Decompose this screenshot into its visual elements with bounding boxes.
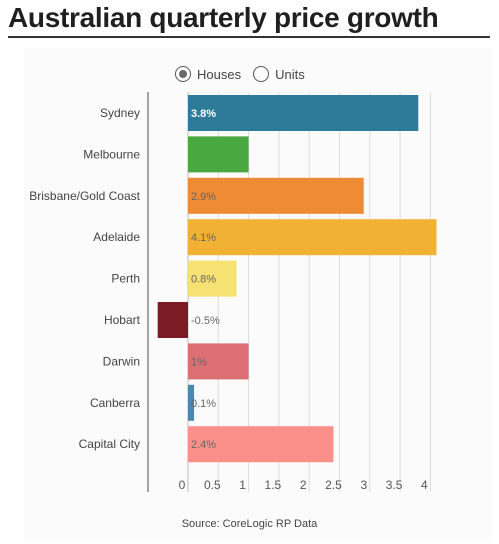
data-label: 0.8% [191,274,216,286]
radio-unchecked-icon[interactable] [253,66,270,82]
category-label: Melbourne [83,147,140,161]
category-label: Hobart [104,313,141,327]
bar [188,260,237,297]
x-tick-label: 3.5 [386,478,403,492]
category-label: Sydney [100,106,140,120]
x-tick-label: 1 [239,478,246,492]
x-tick-label: 1.5 [265,478,282,492]
data-label: 3.8% [191,108,216,120]
legend-label-houses: Houses [197,66,242,82]
radio-checked-icon[interactable] [175,66,191,82]
data-label: 2.4% [191,439,216,451]
x-tick-label: 2.5 [325,478,342,492]
data-label: -0.5% [191,315,220,327]
x-tick-label: 0 [179,478,186,492]
source-note: Source: CoreLogic RP Data [181,518,318,530]
category-label: Adelaide [93,230,140,244]
data-label: 4.1% [191,232,216,244]
title-underline [8,36,490,38]
legend: Houses Units [175,64,317,84]
category-label: Perth [111,272,140,286]
legend-item-houses[interactable]: Houses [175,66,241,82]
x-tick-label: 0.5 [204,478,221,492]
bar [188,219,437,256]
chart-title: Australian quarterly price growth [8,2,439,33]
data-label: 1% [191,356,207,368]
data-label: 0.1% [191,398,216,410]
category-label: Darwin [103,354,140,368]
data-label: 2.9% [191,191,216,203]
bar [188,384,195,421]
legend-item-units[interactable]: Units [253,66,305,82]
bar [188,343,249,380]
bar [157,302,188,338]
bar [188,426,334,463]
category-label: Brisbane/Gold Coast [29,189,140,203]
legend-label-units: Units [275,66,305,82]
x-tick-label: 4 [421,478,428,492]
category-label: Capital City [79,437,140,451]
bar [188,95,419,131]
category-label: Canberra [90,396,140,410]
bar [188,177,364,214]
x-tick-label: 3 [360,478,367,492]
x-tick-label: 2 [300,478,307,492]
bar [188,136,249,173]
